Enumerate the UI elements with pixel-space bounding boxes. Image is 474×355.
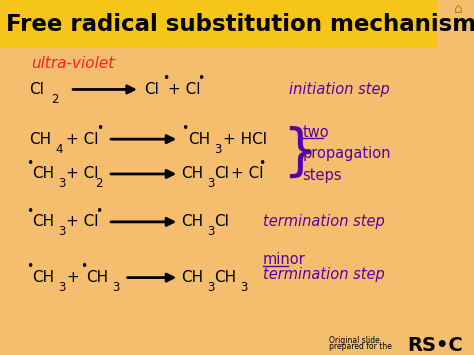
Text: termination step: termination step: [263, 267, 385, 282]
Text: CH: CH: [182, 214, 204, 229]
Text: CH: CH: [182, 166, 204, 181]
Text: CH: CH: [182, 270, 204, 285]
Text: prepared for the: prepared for the: [329, 342, 392, 351]
Text: CH: CH: [32, 270, 55, 285]
Text: + Cl: + Cl: [66, 214, 99, 229]
Text: 2: 2: [51, 93, 58, 106]
Text: CH: CH: [188, 132, 210, 147]
Text: }: }: [283, 126, 318, 180]
Text: 3: 3: [112, 281, 120, 294]
Text: CH: CH: [32, 214, 55, 229]
Text: + Cl: + Cl: [168, 82, 201, 97]
Text: •: •: [258, 157, 265, 170]
Text: Cl: Cl: [214, 214, 229, 229]
Text: propagation: propagation: [302, 146, 391, 161]
Text: •: •: [80, 261, 87, 273]
Text: •: •: [182, 122, 189, 135]
Text: •: •: [162, 72, 169, 85]
Text: 3: 3: [58, 178, 66, 190]
Text: + HCl: + HCl: [223, 132, 267, 147]
Text: •: •: [95, 205, 102, 218]
Text: Cl: Cl: [145, 82, 159, 97]
Text: CH: CH: [32, 166, 55, 181]
Text: steps: steps: [302, 168, 342, 183]
Text: +: +: [66, 270, 79, 285]
Text: 3: 3: [214, 143, 222, 155]
Text: 3: 3: [58, 281, 66, 294]
Text: termination step: termination step: [263, 214, 385, 229]
Text: RS•C: RS•C: [408, 335, 464, 355]
Text: ⌂: ⌂: [454, 2, 463, 16]
Text: 3: 3: [58, 225, 66, 238]
Text: •: •: [26, 157, 33, 170]
Text: Original slide: Original slide: [329, 335, 380, 345]
Text: + Cl: + Cl: [231, 166, 264, 181]
Text: 3: 3: [208, 178, 215, 190]
Text: CH: CH: [29, 132, 52, 147]
Text: 3: 3: [208, 225, 215, 238]
Text: ultra-violet: ultra-violet: [31, 56, 114, 71]
Text: + Cl: + Cl: [66, 132, 99, 147]
Text: two: two: [302, 125, 329, 140]
Text: •: •: [96, 122, 103, 135]
Text: 4: 4: [55, 143, 63, 155]
Text: 2: 2: [95, 178, 102, 190]
Text: CH: CH: [86, 270, 109, 285]
Text: 3: 3: [208, 281, 215, 294]
Text: 3: 3: [240, 281, 248, 294]
Text: minor: minor: [263, 252, 306, 267]
Text: Free radical substitution mechanism: Free radical substitution mechanism: [6, 13, 474, 36]
Text: •: •: [26, 261, 33, 273]
Text: Cl: Cl: [214, 166, 229, 181]
Text: •: •: [26, 205, 33, 218]
Text: Cl: Cl: [29, 82, 44, 97]
Text: CH: CH: [214, 270, 237, 285]
Bar: [0, 0, 438, 48]
Text: •: •: [197, 72, 204, 85]
Text: + Cl: + Cl: [66, 166, 99, 181]
Text: initiation step: initiation step: [289, 82, 390, 97]
